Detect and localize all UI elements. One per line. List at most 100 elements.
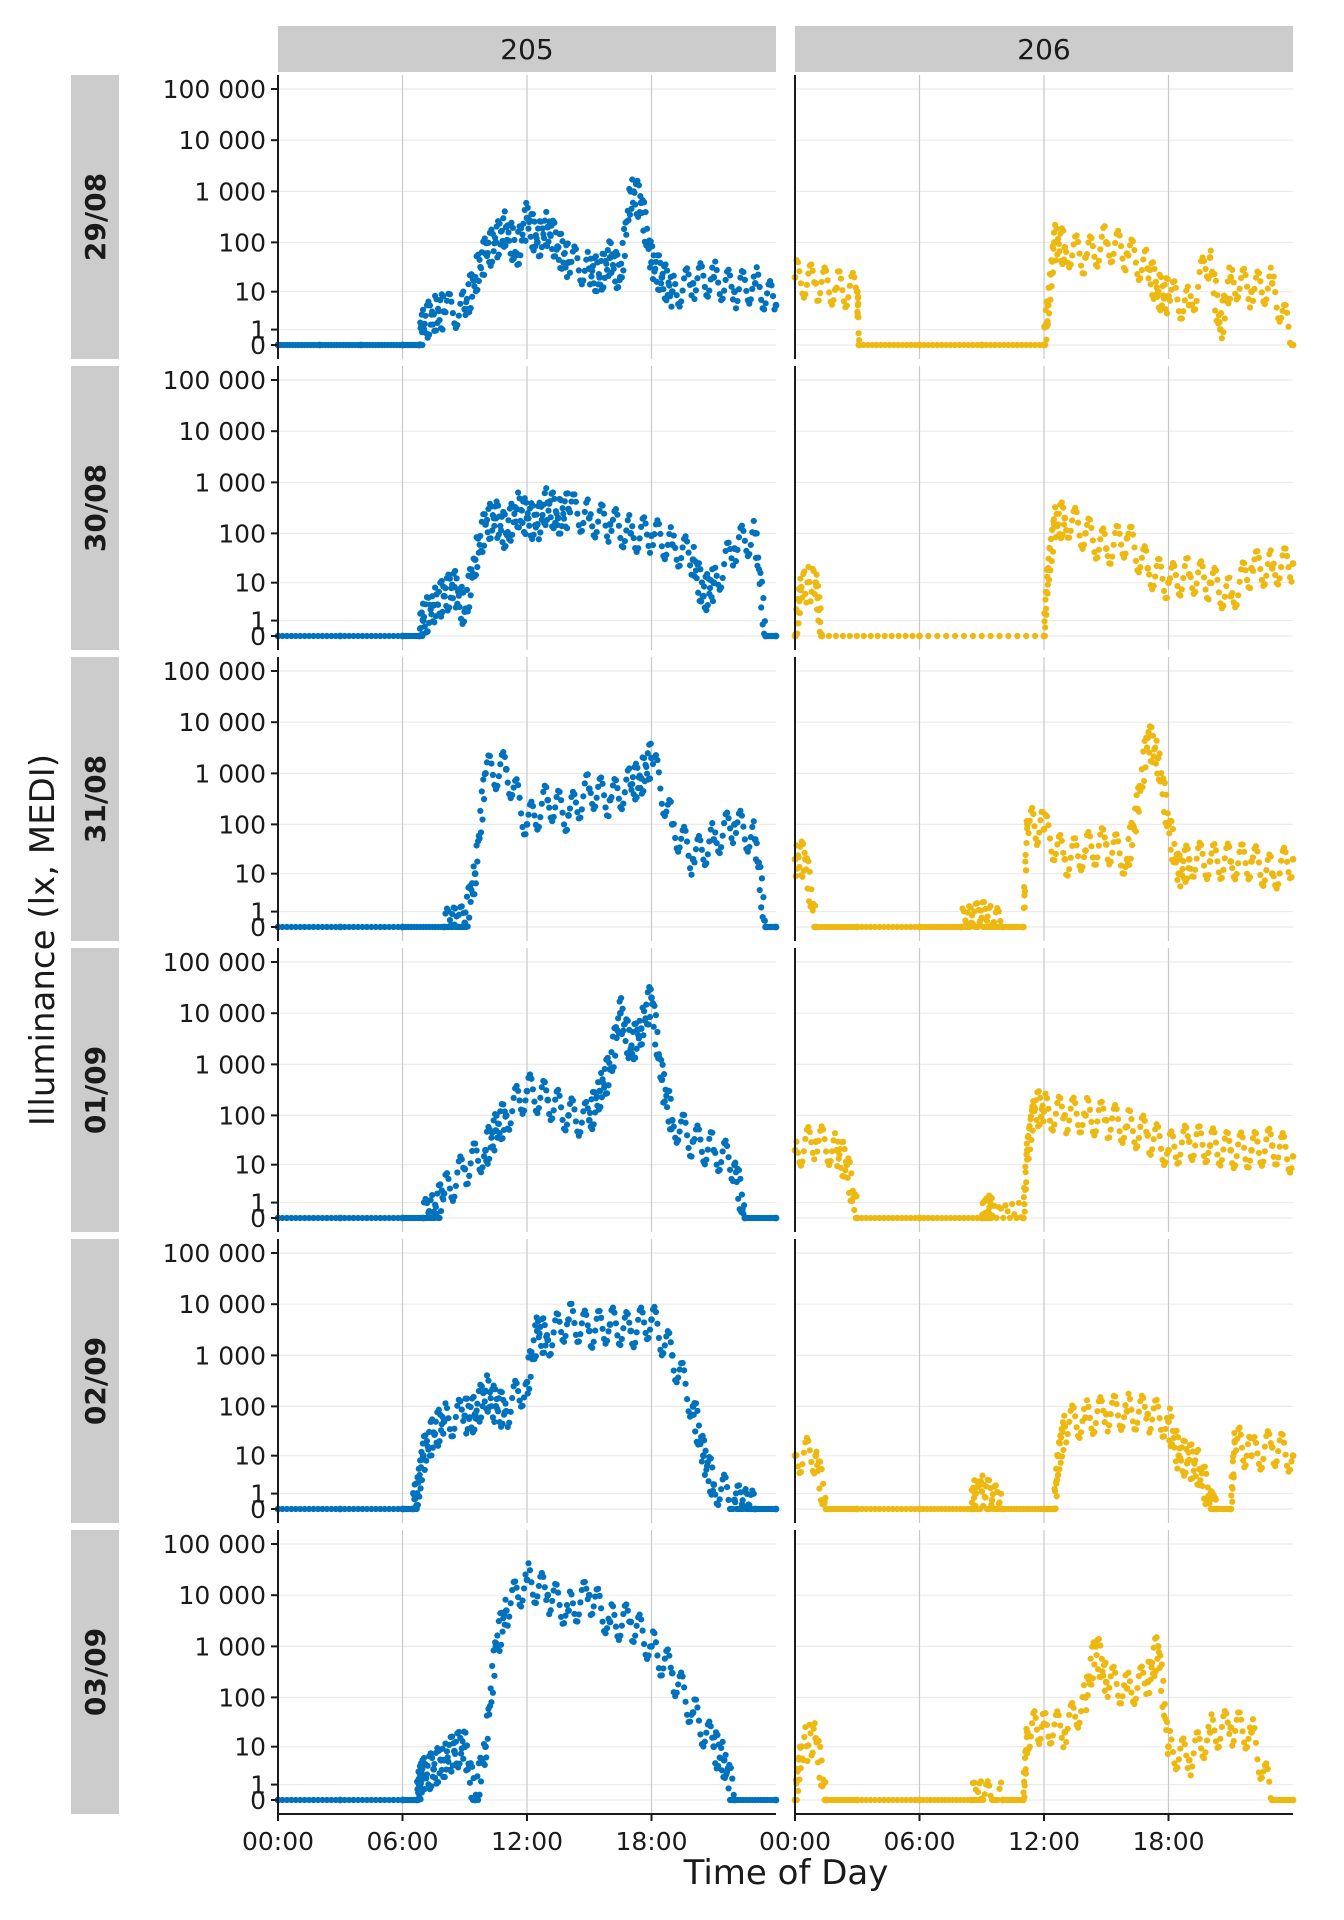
- data-point: [1206, 254, 1214, 261]
- data-point: [658, 1056, 665, 1064]
- data-point: [314, 1214, 322, 1222]
- data-point: [598, 1069, 605, 1077]
- data-point: [1260, 882, 1267, 889]
- data-point: [474, 1796, 482, 1804]
- data-point: [592, 803, 599, 810]
- data-point: [603, 1625, 611, 1632]
- data-point: [1080, 270, 1088, 277]
- data-point: [1061, 1412, 1068, 1419]
- data-point: [800, 840, 807, 848]
- data-point: [368, 632, 375, 640]
- data-point: [1067, 854, 1074, 861]
- data-point: [1289, 1452, 1297, 1460]
- data-point: [725, 1496, 732, 1503]
- data-point: [925, 1214, 932, 1222]
- data-point: [1212, 567, 1220, 574]
- data-point: [833, 284, 840, 292]
- data-point: [1257, 871, 1264, 879]
- data-point: [1091, 1661, 1098, 1668]
- data-point: [885, 1214, 892, 1222]
- data-point: [568, 1300, 575, 1307]
- data-point: [1200, 258, 1208, 265]
- data-point: [446, 1185, 454, 1192]
- data-point: [836, 268, 843, 275]
- data-point: [1156, 1133, 1163, 1140]
- data-point: [1066, 534, 1073, 541]
- data-point: [618, 1335, 625, 1343]
- data-point: [1043, 813, 1051, 820]
- data-point: [619, 239, 626, 247]
- data-point: [505, 229, 512, 236]
- data-point: [1073, 509, 1080, 516]
- column-strip-205: [278, 26, 776, 72]
- data-point: [472, 880, 479, 887]
- data-point: [1252, 843, 1260, 850]
- data-point: [1242, 1462, 1249, 1469]
- data-point: [1169, 1133, 1177, 1140]
- data-point: [1205, 1723, 1212, 1730]
- data-point: [436, 1214, 443, 1222]
- data-point: [301, 923, 308, 931]
- data-point: [1097, 831, 1104, 838]
- data-point: [532, 1353, 539, 1360]
- data-point: [692, 1696, 700, 1703]
- data-point: [605, 538, 612, 545]
- data-point: [505, 517, 512, 524]
- data-point: [725, 266, 732, 273]
- data-point: [526, 522, 533, 529]
- data-point: [867, 923, 874, 931]
- data-point: [543, 1087, 550, 1094]
- data-point: [539, 511, 546, 519]
- data-point: [530, 531, 537, 538]
- data-point: [1120, 1134, 1128, 1141]
- data-point: [987, 902, 994, 910]
- data-point: [795, 854, 802, 861]
- data-point: [882, 341, 889, 349]
- row-strip-label: 31/08: [79, 755, 112, 843]
- data-point: [1138, 1663, 1145, 1670]
- data-point: [1172, 1458, 1180, 1465]
- data-point: [568, 258, 575, 265]
- data-point: [929, 341, 936, 349]
- data-point: [586, 1109, 594, 1117]
- data-point: [1125, 1390, 1132, 1397]
- data-point: [545, 507, 552, 514]
- y-tick-label: 0: [250, 1204, 266, 1233]
- data-point: [346, 1214, 353, 1222]
- data-point: [574, 255, 581, 262]
- data-point: [797, 1469, 805, 1476]
- data-point: [1171, 1143, 1178, 1150]
- data-point: [983, 341, 990, 349]
- data-point: [1180, 574, 1187, 582]
- data-point: [434, 601, 442, 608]
- data-point: [539, 225, 546, 232]
- data-point: [720, 1756, 728, 1764]
- data-point: [1195, 569, 1202, 576]
- data-point: [934, 632, 941, 640]
- data-point: [450, 583, 458, 591]
- data-point: [1117, 541, 1125, 548]
- data-point: [1045, 822, 1052, 829]
- data-point: [797, 1765, 804, 1772]
- data-point: [979, 1472, 986, 1479]
- data-point: [969, 1214, 976, 1222]
- data-point: [721, 820, 728, 827]
- data-point: [1061, 514, 1069, 522]
- data-point: [328, 1214, 335, 1222]
- data-point: [1207, 247, 1214, 254]
- data-point: [1254, 848, 1261, 855]
- data-point: [1255, 269, 1263, 277]
- data-point: [636, 535, 643, 542]
- data-point: [978, 1488, 986, 1495]
- data-point: [997, 917, 1004, 925]
- data-point: [1200, 574, 1208, 581]
- data-point: [462, 909, 469, 916]
- data-point: [728, 555, 735, 562]
- data-point: [554, 514, 562, 522]
- data-point: [279, 1505, 286, 1513]
- data-point: [772, 1214, 780, 1222]
- y-tick-label: 1: [250, 316, 266, 345]
- data-point: [513, 1082, 520, 1090]
- data-point: [1097, 246, 1104, 253]
- data-point: [1152, 573, 1159, 580]
